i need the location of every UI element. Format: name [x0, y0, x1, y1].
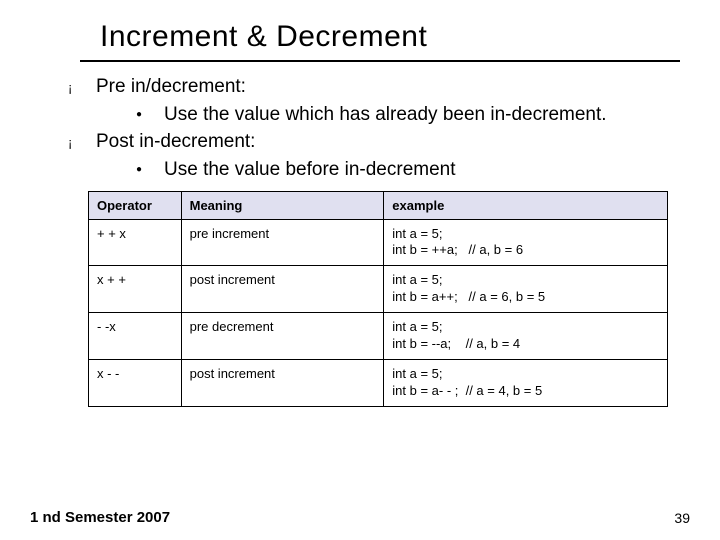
header-example: example — [384, 191, 668, 219]
header-operator: Operator — [89, 191, 182, 219]
bullet-circle-icon: ¡ — [68, 74, 96, 127]
table-row: - -x pre decrement int a = 5; int b = --… — [89, 313, 668, 360]
bullet-post: ¡ Post in-decrement: ● Use the value bef… — [68, 129, 670, 182]
cell-operator: - -x — [89, 313, 182, 360]
bullet-pre: ¡ Pre in/decrement: ● Use the value whic… — [68, 74, 670, 127]
subbullet-post-text: Use the value before in-decrement — [164, 157, 670, 183]
bullet-dot-icon: ● — [136, 157, 164, 183]
table-header-row: Operator Meaning example — [89, 191, 668, 219]
footer-semester: 1 nd Semester 2007 — [30, 509, 170, 526]
table-row: x - - post increment int a = 5; int b = … — [89, 359, 668, 406]
cell-meaning: pre increment — [181, 219, 384, 266]
cell-operator: x + + — [89, 266, 182, 313]
cell-example: int a = 5; int b = a++; // a = 6, b = 5 — [384, 266, 668, 313]
cell-operator: x - - — [89, 359, 182, 406]
table-row: x + + post increment int a = 5; int b = … — [89, 266, 668, 313]
header-meaning: Meaning — [181, 191, 384, 219]
bullet-post-content: Post in-decrement: ● Use the value befor… — [96, 129, 670, 182]
subbullet-pre-text: Use the value which has already been in-… — [164, 102, 670, 128]
subbullet-post: ● Use the value before in-decrement — [136, 157, 670, 183]
bullet-post-label: Post in-decrement: — [96, 131, 255, 152]
cell-example: int a = 5; int b = --a; // a, b = 4 — [384, 313, 668, 360]
subbullet-pre: ● Use the value which has already been i… — [136, 102, 670, 128]
cell-meaning: pre decrement — [181, 313, 384, 360]
bullet-list: ¡ Pre in/decrement: ● Use the value whic… — [68, 74, 670, 183]
bullet-pre-label: Pre in/decrement: — [96, 76, 246, 97]
title-wrap: Increment & Decrement — [100, 20, 690, 54]
cell-operator: + + x — [89, 219, 182, 266]
cell-meaning: post increment — [181, 359, 384, 406]
operator-table-wrap: Operator Meaning example + + x pre incre… — [88, 191, 668, 407]
title-rule — [80, 60, 680, 62]
footer-page-number: 39 — [674, 510, 690, 526]
slide-content: Increment & Decrement ¡ Pre in/decrement… — [0, 0, 720, 417]
cell-meaning: post increment — [181, 266, 384, 313]
cell-example: int a = 5; int b = ++a; // a, b = 6 — [384, 219, 668, 266]
operator-table: Operator Meaning example + + x pre incre… — [88, 191, 668, 407]
bullet-dot-icon: ● — [136, 102, 164, 128]
bullet-pre-content: Pre in/decrement: ● Use the value which … — [96, 74, 670, 127]
slide-title: Increment & Decrement — [100, 20, 690, 54]
cell-example: int a = 5; int b = a- - ; // a = 4, b = … — [384, 359, 668, 406]
table-row: + + x pre increment int a = 5; int b = +… — [89, 219, 668, 266]
bullet-circle-icon: ¡ — [68, 129, 96, 182]
